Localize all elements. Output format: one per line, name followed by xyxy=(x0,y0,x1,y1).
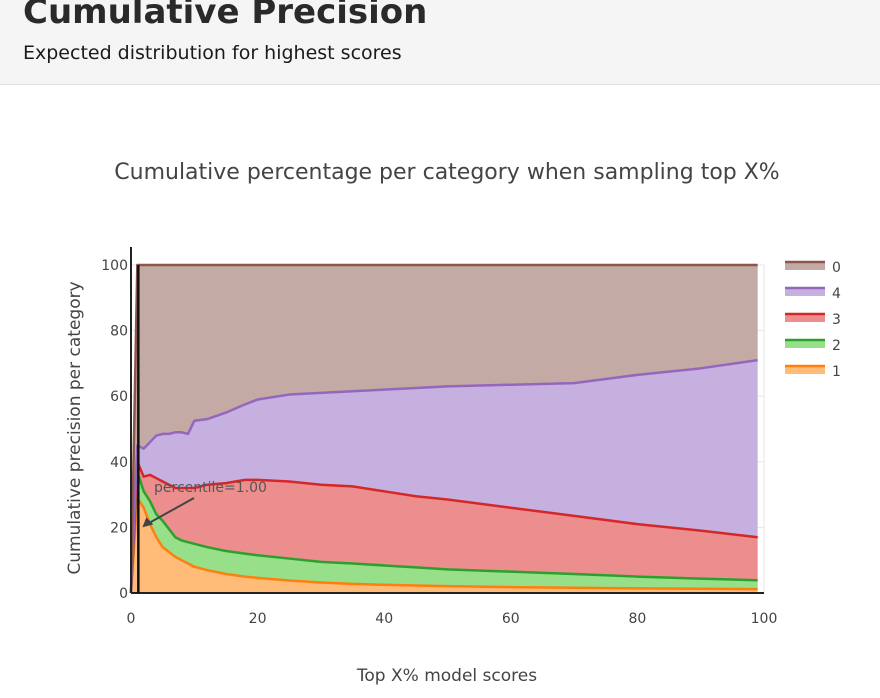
x-tick-label: 60 xyxy=(502,611,520,627)
y-tick-label: 20 xyxy=(110,520,128,536)
y-axis-title: Cumulative precision per category xyxy=(65,281,85,574)
legend-swatch-2 xyxy=(785,340,825,348)
line-series-0 xyxy=(129,263,758,594)
line-series-1 xyxy=(129,496,758,594)
area-series-4 xyxy=(131,360,758,593)
legend-label-3: 3 xyxy=(832,312,841,328)
legend-label-4: 4 xyxy=(832,286,841,302)
area-series-2 xyxy=(131,471,758,593)
cumulative-precision-chart: Cumulative percentage per category when … xyxy=(65,160,841,686)
x-tick-label: 20 xyxy=(249,611,267,627)
legend-swatch-4 xyxy=(785,288,825,296)
area-series-1 xyxy=(131,497,758,593)
chart-legend: 0 4 3 2 1 xyxy=(785,260,841,380)
legend-swatch-3 xyxy=(785,314,825,322)
legend-label-2: 2 xyxy=(832,338,841,354)
legend-label-0: 0 xyxy=(832,260,841,276)
legend-label-1: 1 xyxy=(832,364,841,380)
line-series-3 xyxy=(129,460,758,594)
legend-swatch-1 xyxy=(785,366,825,374)
page-title: Cumulative Precision xyxy=(23,0,428,32)
x-tick-label: 80 xyxy=(628,611,646,627)
y-tick-label: 60 xyxy=(110,389,128,405)
line-series-2 xyxy=(129,470,758,594)
y-tick-label: 0 xyxy=(119,586,128,602)
area-series-3 xyxy=(131,461,758,593)
plot-area: 0 20 40 60 80 100 0 20 40 60 80 100 percentile=1.00 xyxy=(101,247,777,627)
y-tick-label: 80 xyxy=(110,324,128,340)
area-series-0 xyxy=(131,265,758,593)
x-tick-label: 0 xyxy=(127,611,136,627)
chart-title: Cumulative percentage per category when … xyxy=(114,160,779,185)
page-subtitle: Expected distribution for highest scores xyxy=(23,42,402,64)
annotation-arrow-head xyxy=(142,517,154,528)
y-tick-label: 40 xyxy=(110,455,128,471)
x-tick-label: 100 xyxy=(751,611,778,627)
line-series-4 xyxy=(129,358,758,594)
annotation-arrow-line xyxy=(147,497,195,525)
x-tick-label: 40 xyxy=(375,611,393,627)
x-axis-title: Top X% model scores xyxy=(356,666,537,686)
legend-swatch-0 xyxy=(785,262,825,270)
annotation-label: percentile=1.00 xyxy=(154,480,267,496)
y-tick-label: 100 xyxy=(101,258,128,274)
page-header: Cumulative Precision Expected distributi… xyxy=(0,0,880,85)
